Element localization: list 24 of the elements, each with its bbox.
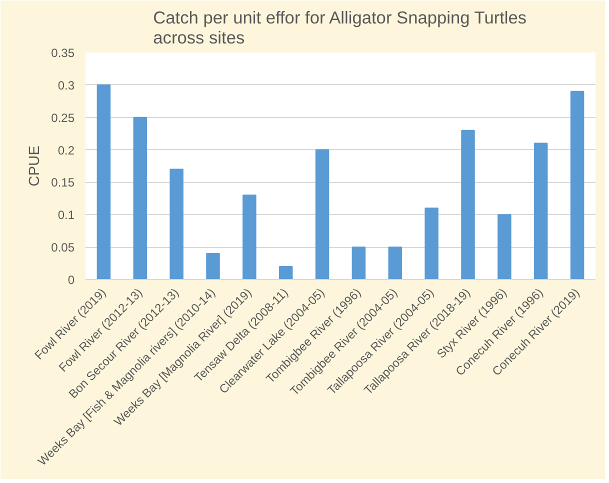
bar [133, 116, 148, 280]
bar [315, 149, 330, 280]
bar [461, 130, 475, 280]
bar [278, 266, 293, 280]
y-tick-label: 0.35 [51, 46, 75, 60]
bar [388, 246, 402, 280]
y-tick-label: 0.3 [58, 78, 75, 92]
bar [570, 90, 584, 280]
bar [170, 168, 184, 280]
bar [352, 246, 366, 280]
bar [242, 194, 256, 280]
bar [424, 208, 438, 280]
bar [96, 84, 111, 280]
y-axis-title: CPUE [27, 145, 44, 186]
bar [498, 214, 512, 280]
y-tick-label: 0.05 [51, 240, 75, 255]
y-tick-label: 0 [68, 273, 75, 287]
y-tick-label: 0.25 [51, 110, 75, 125]
y-tick-label: 0.1 [58, 208, 75, 222]
bar [534, 142, 548, 280]
bar [206, 253, 220, 280]
y-tick-label: 0.2 [58, 143, 75, 158]
chart-title: Catch per unit effor for Alligator Snapping Turtles across sites [153, 8, 527, 48]
y-tick-label: 0.15 [51, 176, 75, 190]
